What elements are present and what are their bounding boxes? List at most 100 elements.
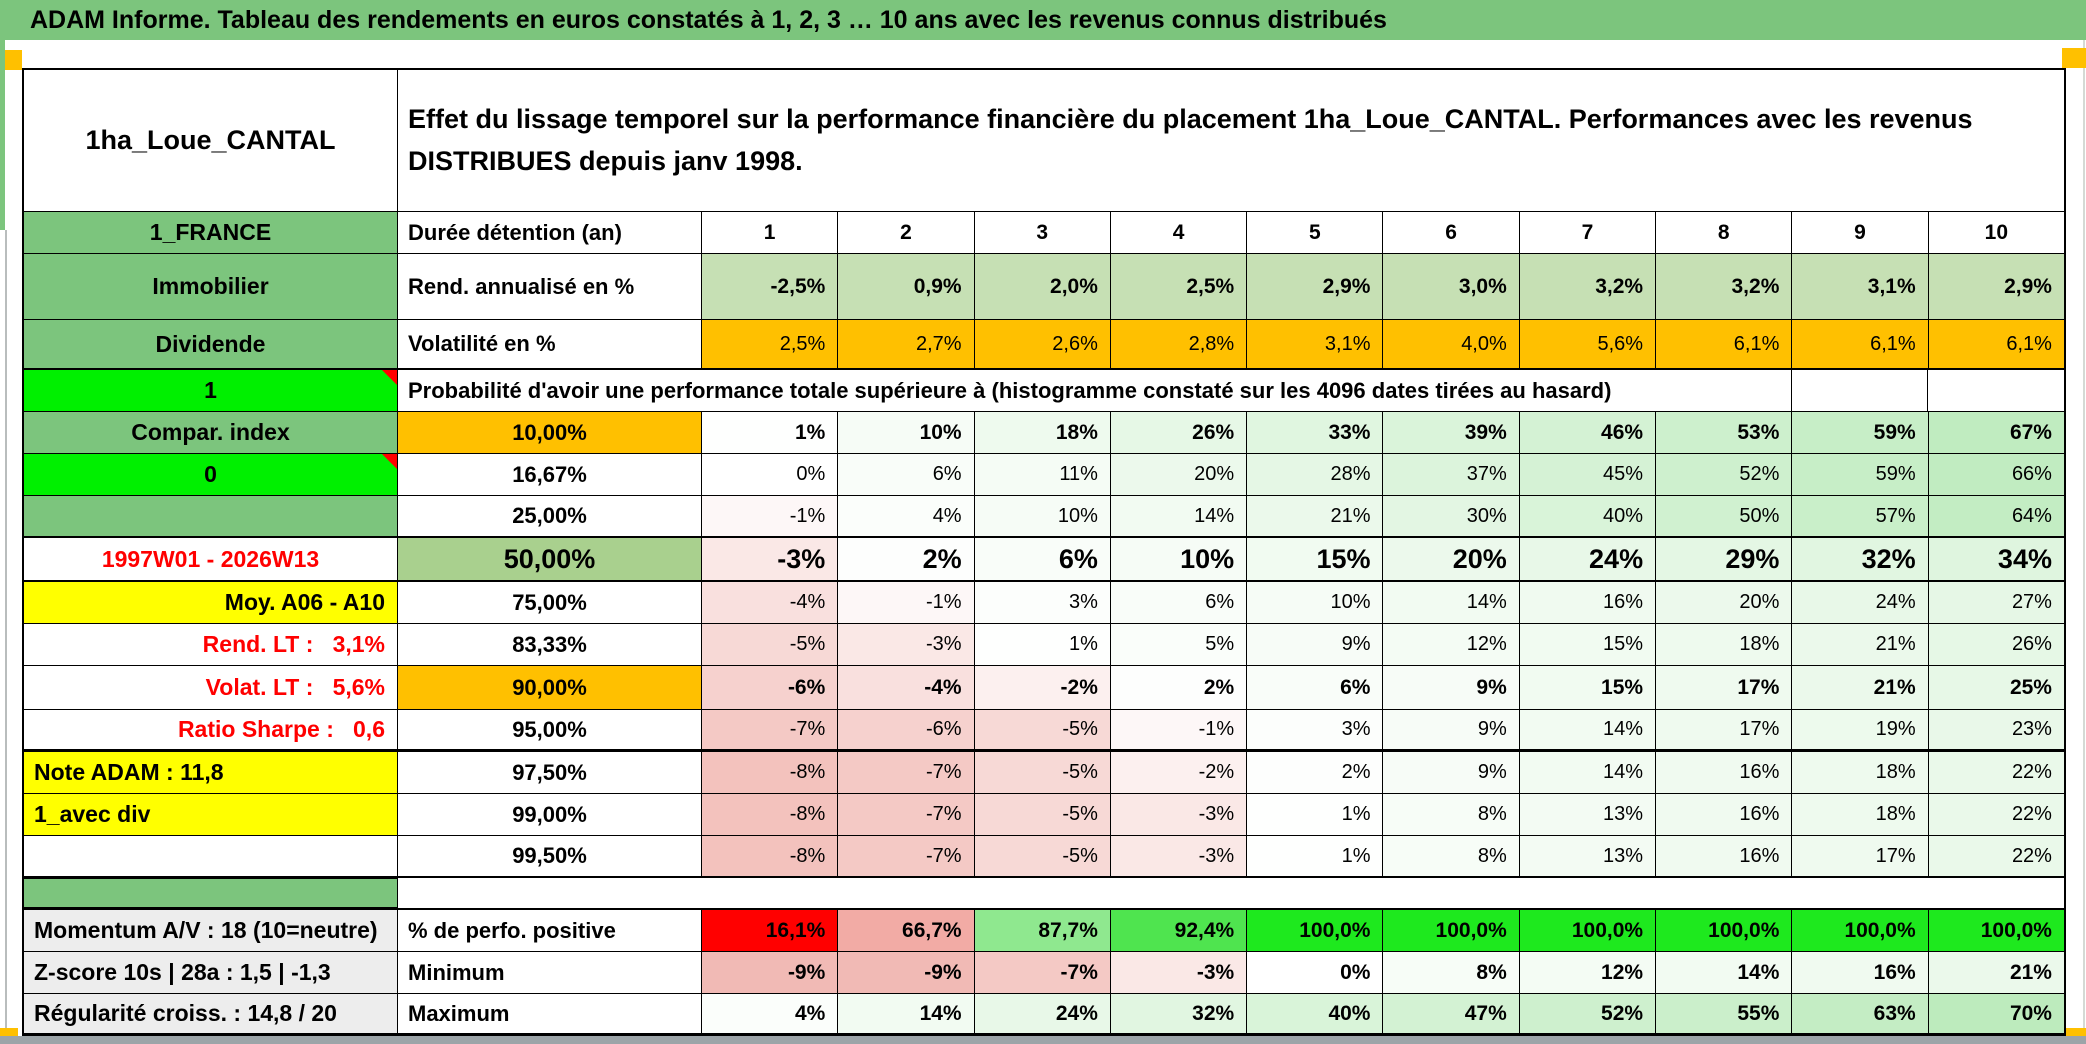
cell-rend-y6: 3,0% [1383,254,1520,320]
asset-name: 1ha_Loue_CANTAL [85,125,336,155]
row-label-p8333: Rend. LT : 3,1% [24,624,398,666]
cell-value: -5% [1062,761,1098,783]
cell-p75-y3: 3% [974,582,1111,624]
cell-p75-y4: 6% [1110,582,1248,624]
cell-value: -5% [1062,803,1098,825]
cell-value: 8% [1477,803,1507,825]
cell-p995-y5: 1% [1247,836,1384,878]
cell-p995-y7: 13% [1519,836,1657,878]
table-row-rend: Immobilier Rend. annualisé en % -2,5% 0,9% 2… [24,254,2064,320]
cell-value: 22% [2011,761,2052,783]
cell-value: 55% [1737,1001,1780,1025]
cell-value: 29% [1725,543,1780,574]
cell-value: 22% [2011,844,2052,867]
cell-value: 33% [1328,420,1371,444]
row-label-rend: Immobilier [24,254,398,320]
cell-p99-y9: 18% [1792,794,1929,836]
cell-value: -5% [1062,718,1098,740]
cell-value: 20% [1194,463,1235,485]
cell-value: 39% [1464,420,1507,444]
cell-value: 2,9% [1322,274,1371,298]
cell-value: -7% [789,718,826,740]
cell-value: 14% [919,1001,962,1025]
cell-p1667-y6: 37% [1383,454,1520,496]
table-row-p975: Note ADAM : 11,8 97,50% -8% -7% -5% -2% 2% 9% 14… [24,752,2064,794]
cell-value: 9 [1854,220,1866,244]
cell-value: 26% [1192,420,1235,444]
cell-value: 21% [1330,504,1371,527]
cell-value: 9% [1477,761,1507,783]
cell-p10-y2: 10% [838,412,975,454]
cell-value: 10% [919,420,962,444]
cell-min-y6: 8% [1383,952,1520,994]
cell-p25-y9: 57% [1792,496,1929,538]
cell-value: 18% [1739,633,1780,655]
row-label-p90: Volat. LT : 5,6% [24,666,398,710]
left-green-sliver [0,40,5,230]
cell-duree-y2: 2 [838,212,975,254]
cell-p75-y1: -4% [702,582,839,624]
bottom-gray-bar [0,1036,2086,1044]
metric-label-text: 25,00% [512,503,587,528]
cell-rend-y8: 3,2% [1656,254,1793,320]
cell-p10-y10: 67% [1928,412,2064,454]
cell-p99-y7: 13% [1519,794,1657,836]
row-label-text: Dividende [155,330,266,357]
cell-p25-y4: 14% [1110,496,1248,538]
cell-p995-y3: -5% [974,836,1111,878]
cell-value: 40% [1603,504,1644,527]
cell-p95-y8: 17% [1656,710,1793,752]
cell-p50-y1: -3% [702,538,839,582]
row-label-text: 1_FRANCE [149,219,272,245]
cell-value: -2% [1060,675,1098,699]
cell-rend-y9: 3,1% [1792,254,1929,320]
cell-max-y3: 24% [974,994,1111,1034]
row-label-duree: 1_FRANCE [24,212,398,254]
cell-perfo-y6: 100,0% [1383,908,1520,952]
metric-label-p99: 99,00% [398,794,702,836]
cell-perfo-y10: 100,0% [1928,908,2064,952]
cell-value: -8% [789,803,826,825]
cell-value: -7% [926,844,962,867]
cell-p975-y3: -5% [974,752,1111,794]
cell-p50-y5: 15% [1247,538,1384,582]
row-label-text: Immobilier [152,273,269,299]
cell-p95-y4: -1% [1110,710,1248,752]
cell-value: 18% [1875,761,1916,783]
cell-value: 32% [1861,543,1916,574]
table-row-p90: Volat. LT : 5,6% 90,00% -6% -4% -2% 2% 6% 9% 15%… [24,666,2064,710]
cell-value: 52% [1601,1001,1644,1025]
cell-p99-y3: -5% [974,794,1111,836]
cell-rend-y5: 2,9% [1247,254,1384,320]
cell-value: 59% [1875,463,1916,485]
cell-value: 6,1% [2006,332,2052,355]
cell-value: 5 [1308,220,1321,244]
metric-label-p25: 25,00% [398,496,702,538]
cell-p95-y10: 23% [1928,710,2064,752]
table-row-p1667: 0 16,67% 0% 6% 11% 20% 28% 37% 45% 52% 59% 66% [24,454,2064,496]
cell-p8333-y7: 15% [1519,624,1657,666]
row-label-min: Z-score 10s | 28a : 1,5 | -1,3 [24,952,398,994]
metric-label-text: 50,00% [503,543,596,574]
cell-value: 6,1% [1733,332,1780,355]
table-row-spacer [24,878,2064,908]
cell-value: 5,6% [1597,332,1644,355]
cell-rend-y10: 2,9% [1928,254,2064,320]
cell-value: 16% [1873,960,1916,984]
cell-p975-y8: 16% [1656,752,1793,794]
cell-value: 3,2% [1595,274,1644,298]
cell-value: 4 [1172,220,1185,244]
probability-header-text: Probabilité d'avoir une performance tota… [408,377,1612,403]
cell-p8333-y1: -5% [702,624,839,666]
cell-p8333-y9: 21% [1792,624,1929,666]
table-row-p99: 1_avec div 99,00% -8% -7% -5% -3% 1% 8% 13% 16% 18… [24,794,2064,836]
orange-corner-top-right [2062,48,2086,68]
cell-value: 14% [1737,960,1780,984]
cell-p1667-y3: 11% [974,454,1111,496]
cell-value: 6,1% [1870,332,1916,355]
cell-value: -8% [789,844,826,867]
cell-value: 1% [794,420,826,444]
metric-label-text: Minimum [408,959,505,985]
cell-p25-y7: 40% [1519,496,1657,538]
cell-max-y5: 40% [1247,994,1384,1034]
